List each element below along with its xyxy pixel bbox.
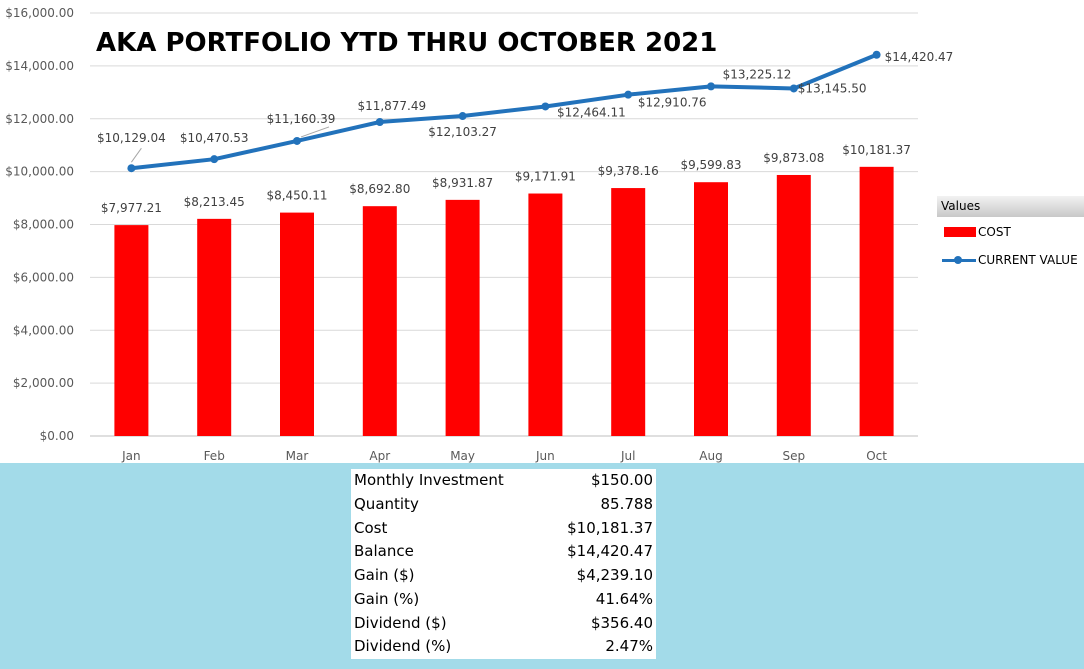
cost-data-label: $8,450.11 — [266, 189, 327, 203]
cost-bar — [197, 218, 232, 436]
summary-row: Monthly Investment $150.00 — [351, 469, 656, 493]
summary-label: Cost — [354, 518, 388, 537]
summary-label: Monthly Investment — [354, 471, 504, 489]
summary-row: Balance $14,420.47 — [351, 540, 656, 564]
current-value-data-label: $13,225.12 — [723, 67, 792, 81]
x-tick-label: Oct — [866, 449, 887, 463]
summary-label: Dividend (%) — [354, 637, 452, 656]
current-value-marker — [293, 136, 301, 145]
current-value-data-label: $12,464.11 — [557, 105, 626, 119]
y-tick-label: $10,000.00 — [5, 165, 74, 179]
legend-label-current-value: CURRENT VALUE — [978, 253, 1078, 267]
x-tick-label: May — [450, 449, 475, 463]
current-value-marker — [789, 84, 798, 93]
y-tick-label: $6,000.00 — [13, 270, 74, 284]
cost-data-label: $8,213.45 — [184, 195, 245, 209]
current-value-data-label: $10,470.53 — [180, 131, 249, 145]
x-tick-label: Jan — [121, 449, 141, 463]
cost-data-label: $8,931.87 — [432, 176, 493, 190]
summary-label: Gain (%) — [354, 589, 420, 608]
y-tick-label: $4,000.00 — [13, 323, 74, 337]
x-tick-label: Apr — [369, 449, 390, 463]
current-value-marker — [707, 82, 715, 91]
cost-bar — [280, 212, 314, 436]
current-value-data-label: $11,877.49 — [357, 99, 426, 113]
cost-data-label: $8,692.80 — [349, 182, 410, 196]
legend-label-cost: COST — [978, 225, 1011, 239]
chart-legend: Values COST CURRENT VALUE — [937, 196, 1084, 273]
summary-value: $4,239.10 — [576, 566, 653, 584]
current-value-marker — [872, 50, 881, 59]
summary-value: 41.64% — [595, 589, 653, 608]
chart-title: AKA PORTFOLIO YTD THRU OCTOBER 2021 — [96, 28, 717, 58]
summary-value: $10,181.37 — [567, 518, 653, 537]
x-tick-label: Sep — [782, 449, 805, 463]
x-tick-label: Jun — [535, 449, 555, 463]
y-tick-label: $0.00 — [40, 429, 74, 443]
y-tick-label: $16,000.00 — [5, 6, 74, 20]
leader-line — [300, 126, 330, 138]
cost-bar — [859, 166, 894, 437]
summary-value: $356.40 — [590, 613, 653, 632]
cost-bar — [362, 206, 397, 436]
current-value-data-label: $14,420.47 — [885, 50, 954, 64]
y-tick-label: $14,000.00 — [5, 59, 74, 73]
summary-label: Dividend ($) — [354, 613, 447, 632]
summary-row: Dividend (%) 2.47% — [351, 635, 656, 659]
cost-bar — [114, 225, 149, 436]
current-value-marker — [541, 102, 550, 111]
current-value-marker — [624, 90, 633, 99]
legend-header: Values — [937, 196, 1084, 217]
y-tick-label: $2,000.00 — [13, 376, 74, 390]
current-value-marker — [127, 164, 136, 173]
cost-data-label: $9,171.91 — [515, 170, 576, 184]
x-tick-label: Aug — [699, 449, 722, 463]
cost-bar — [776, 174, 811, 436]
cost-data-label: $10,181.37 — [842, 143, 911, 157]
current-value-data-label: $12,910.76 — [638, 96, 707, 110]
summary-label: Quantity — [354, 494, 419, 513]
cost-data-label: $9,599.83 — [680, 158, 741, 172]
summary-value: $150.00 — [590, 471, 653, 489]
summary-label: Balance — [354, 542, 414, 561]
cost-bar — [445, 199, 480, 436]
summary-value: 2.47% — [605, 637, 653, 656]
cost-bar — [611, 188, 646, 436]
summary-value: $14,420.47 — [567, 542, 653, 561]
summary-row: Cost $10,181.37 — [351, 517, 656, 541]
y-tick-label: $12,000.00 — [5, 112, 74, 126]
cost-data-label: $9,378.16 — [598, 164, 659, 178]
summary-label: Gain ($) — [354, 566, 415, 584]
summary-row: Gain ($) $4,239.10 — [351, 564, 656, 588]
cost-swatch — [944, 227, 976, 237]
current-value-data-label: $12,103.27 — [428, 125, 497, 139]
current-value-data-label: $10,129.04 — [97, 131, 166, 145]
current-value-swatch-marker — [954, 256, 962, 264]
summary-table: Monthly Investment $150.00 Quantity 85.788… — [351, 469, 656, 659]
summary-value: 85.788 — [600, 494, 654, 513]
cost-data-label: $9,873.08 — [763, 151, 824, 165]
x-tick-label: Mar — [286, 449, 309, 463]
current-value-marker — [458, 112, 467, 121]
portfolio-chart: $0.00 $2,000.00 $4,000.00 $6,000.00 $8,000.0… — [5, 6, 954, 463]
summary-row: Dividend ($) $356.40 — [351, 612, 656, 636]
current-value-line — [131, 52, 878, 171]
summary-row: Gain (%) 41.64% — [351, 588, 656, 612]
legend-item-current-value: CURRENT VALUE — [937, 245, 1084, 273]
x-tick-label: Feb — [204, 449, 225, 463]
x-tick-label: Jul — [620, 449, 635, 463]
current-value-data-label: $13,145.50 — [798, 81, 867, 95]
current-value-marker — [375, 117, 384, 126]
summary-row: Quantity 85.788 — [351, 493, 656, 517]
cost-bar — [528, 193, 563, 436]
y-tick-label: $8,000.00 — [13, 218, 74, 232]
cost-bar — [694, 182, 728, 436]
chart-area: $0.00 $2,000.00 $4,000.00 $6,000.00 $8,000.0… — [5, 6, 1084, 463]
current-value-marker — [210, 155, 219, 164]
current-value-data-label: $11,160.39 — [267, 112, 336, 126]
cost-data-label: $7,977.21 — [101, 201, 162, 215]
legend-item-cost: COST — [937, 217, 1084, 245]
leader-line — [130, 147, 142, 163]
